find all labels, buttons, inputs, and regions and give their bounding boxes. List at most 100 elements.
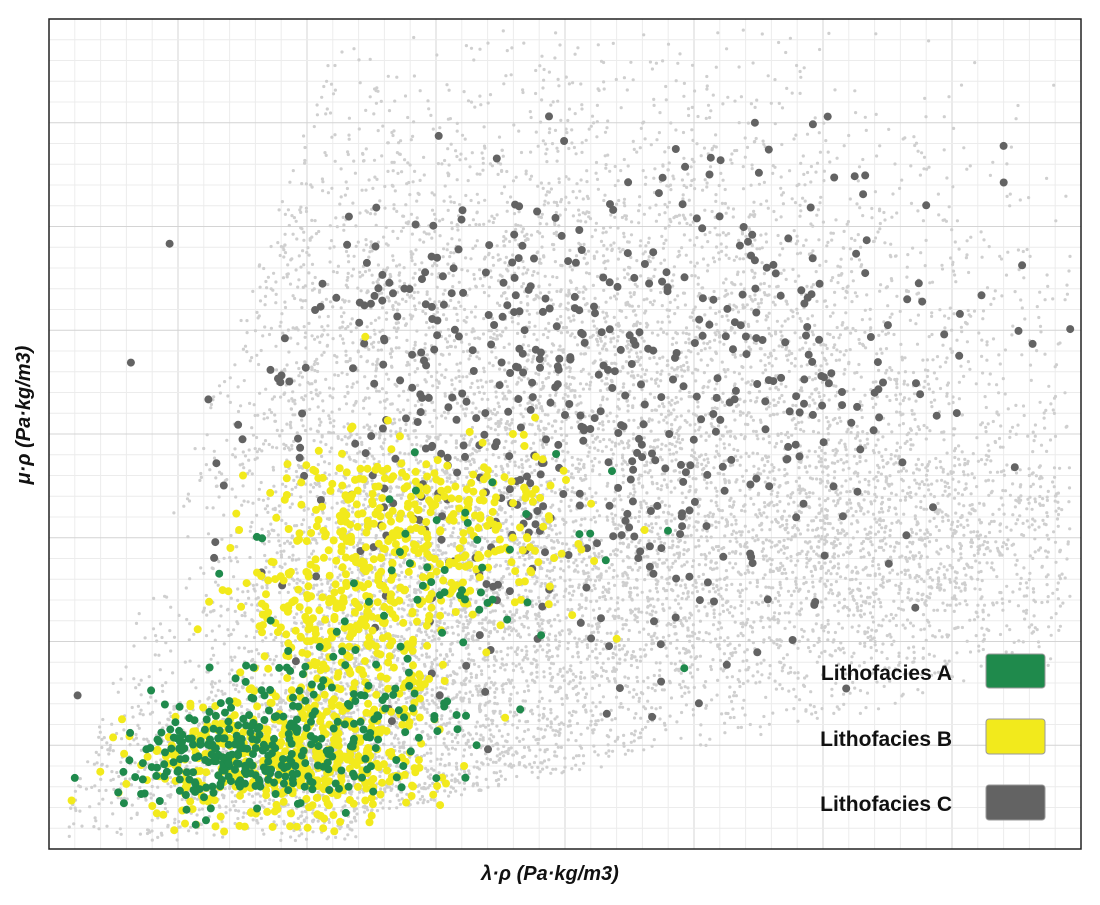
cloud-point	[494, 465, 497, 468]
cloud-point	[448, 660, 451, 663]
cloud-point	[343, 738, 346, 741]
cloud-point	[605, 670, 608, 673]
cloud-point	[752, 465, 755, 468]
cloud-point	[566, 697, 569, 700]
cloud-point	[237, 809, 240, 812]
cloud-point	[768, 471, 771, 474]
cloud-point	[494, 428, 497, 431]
cloud-point	[411, 443, 414, 446]
cloud-point	[648, 515, 651, 518]
cloud-point	[579, 524, 582, 527]
cloud-point	[430, 629, 433, 632]
cloud-point	[593, 750, 596, 753]
cloud-point	[701, 386, 704, 389]
cloud-point	[237, 646, 240, 649]
cloud-point	[641, 591, 644, 594]
cloud-point	[350, 386, 353, 389]
cloud-point	[159, 622, 162, 625]
cloud-point	[494, 710, 497, 713]
cloud-point	[74, 809, 77, 812]
cloud-point	[251, 795, 254, 798]
cloud-point	[401, 662, 404, 665]
cloud-point	[614, 740, 617, 743]
cloud-point	[744, 525, 747, 528]
cloud-point	[586, 658, 589, 661]
cloud-point	[272, 272, 275, 275]
cloud-point	[686, 686, 689, 689]
cloud-point	[164, 807, 167, 810]
cloud-point	[625, 619, 628, 622]
cloud-point	[433, 300, 436, 303]
cloud-point	[693, 429, 696, 432]
cloud-point	[447, 795, 450, 798]
cloud-point	[818, 264, 821, 267]
cloud-point	[421, 654, 424, 657]
cloud-point	[612, 42, 615, 45]
cloud-point	[755, 342, 758, 345]
cloud-point	[767, 676, 770, 679]
cloud-point	[297, 374, 300, 377]
cloud-point	[549, 726, 552, 729]
cloud-point	[798, 640, 801, 643]
cloud-point	[478, 738, 481, 741]
cloud-point	[449, 251, 452, 254]
cloud-point	[309, 671, 312, 674]
cloud-point	[558, 734, 561, 737]
cloud-point	[540, 181, 543, 184]
cloud-point	[571, 464, 574, 467]
cloud-point	[526, 295, 529, 298]
cloud-point	[752, 210, 755, 213]
cloud-point	[511, 662, 514, 665]
cloud-point	[108, 749, 111, 752]
cloud-point	[579, 675, 582, 678]
cloud-point	[512, 686, 515, 689]
cloud-point	[577, 586, 580, 589]
cloud-point	[543, 675, 546, 678]
cloud-point	[310, 646, 313, 649]
cloud-point	[509, 703, 512, 706]
cloud-point	[485, 778, 488, 781]
cloud-point	[577, 692, 580, 695]
cloud-point	[558, 531, 561, 534]
cloud-point	[347, 779, 350, 782]
cloud-point	[401, 615, 404, 618]
cloud-point	[173, 818, 176, 821]
cloud-point	[597, 449, 600, 452]
cloud-point	[101, 798, 104, 801]
cloud-point	[581, 614, 584, 617]
cloud-point	[511, 723, 514, 726]
cloud-point	[400, 635, 403, 638]
cloud-point	[515, 383, 518, 386]
cloud-point	[680, 686, 683, 689]
cloud-point	[489, 758, 492, 761]
cloud-point	[547, 758, 550, 761]
cloud-point	[610, 597, 613, 600]
cloud-point	[591, 235, 594, 238]
cloud-point	[266, 586, 269, 589]
cloud-point	[659, 527, 662, 530]
cloud-point	[554, 491, 557, 494]
cloud-point	[653, 396, 656, 399]
cloud-point	[731, 675, 734, 678]
cloud-point	[885, 395, 888, 398]
cloud-point	[751, 379, 754, 382]
cloud-point	[151, 839, 154, 842]
cloud-point	[498, 757, 501, 760]
cloud-point	[406, 434, 409, 437]
cloud-point	[177, 614, 180, 617]
cloud-point	[465, 743, 468, 746]
cloud-point	[519, 224, 522, 227]
cloud-point	[537, 727, 540, 730]
cloud-point	[632, 696, 635, 699]
cloud-point	[429, 114, 432, 117]
cloud-point	[516, 653, 519, 656]
cloud-point	[595, 135, 598, 138]
cloud-point	[568, 711, 571, 714]
cloud-point	[632, 487, 635, 490]
cloud-point	[477, 665, 480, 668]
cloud-point	[406, 116, 409, 119]
cloud-point	[675, 341, 678, 344]
cloud-point	[638, 515, 641, 518]
cloud-point	[606, 248, 609, 251]
cloud-point	[692, 708, 695, 711]
